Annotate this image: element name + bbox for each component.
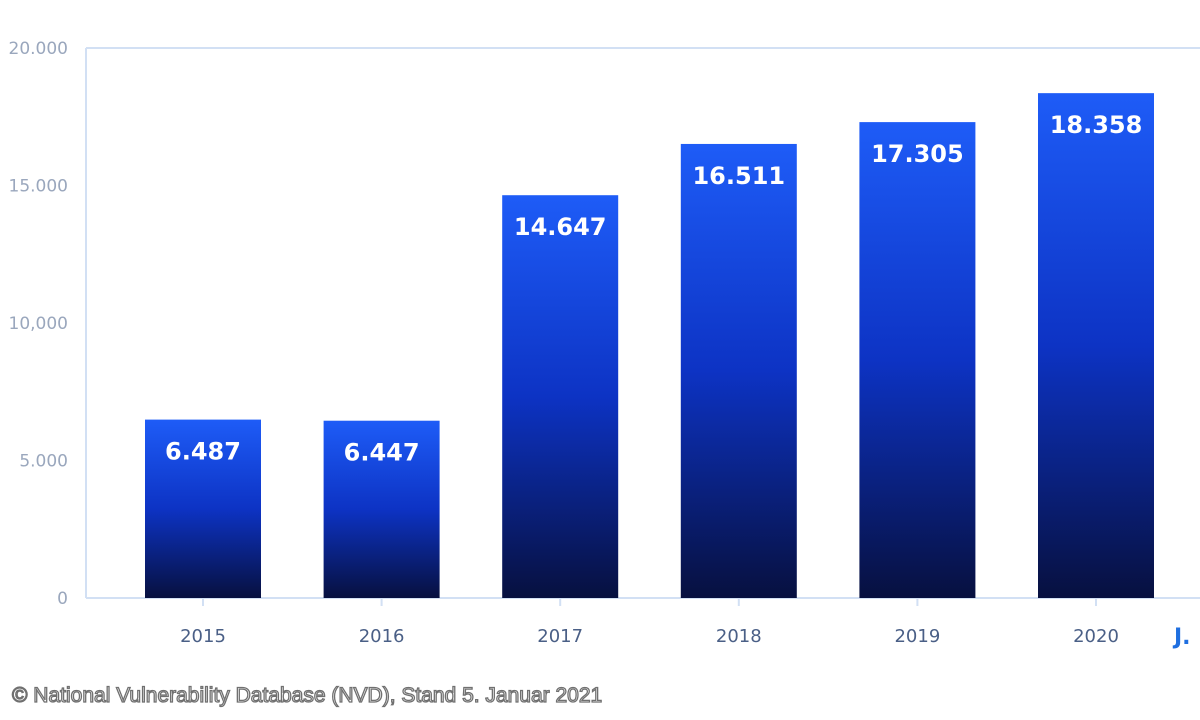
bar-value-label: 16.511 [692,162,785,190]
bar [145,419,261,598]
y-tick-label: 0 [57,589,68,609]
y-tick-label: 10,000 [9,314,68,334]
bar [680,143,797,598]
y-tick-label: 20.000 [9,39,68,59]
bars: 6.487 6.447 14.647 16.511 17.305 18.358 [145,93,1154,599]
bar [1038,93,1154,598]
axes [85,47,1200,599]
x-tick-label: 2020 [1073,626,1119,647]
x-tick-label: 2017 [537,626,583,647]
y-tick-label: 5.000 [19,452,68,472]
x-tick-label: 2016 [359,626,405,647]
x-tick-label: 2015 [180,626,226,647]
bar [502,195,619,598]
y-tick-label: 15.000 [9,177,68,197]
x-axis-unit-label: J. [1172,625,1191,650]
source-caption: © National Vulnerability Database (NVD),… [11,683,603,707]
bar-value-label: 6.487 [165,438,241,466]
bar [859,122,976,599]
bar [323,420,440,598]
y-axis-ticks: 0 5.000 10,000 15.000 20.000 [9,39,68,609]
x-tick-label: 2019 [894,626,940,647]
bar-value-label: 18.358 [1050,111,1143,139]
bar-value-label: 6.447 [344,439,420,467]
x-tick-label: 2018 [716,626,762,647]
x-axis-ticks: 2015 2016 2017 2018 2019 2020 [180,598,1119,647]
bar-value-label: 17.305 [871,140,964,168]
bar-value-label: 14.647 [514,213,607,241]
